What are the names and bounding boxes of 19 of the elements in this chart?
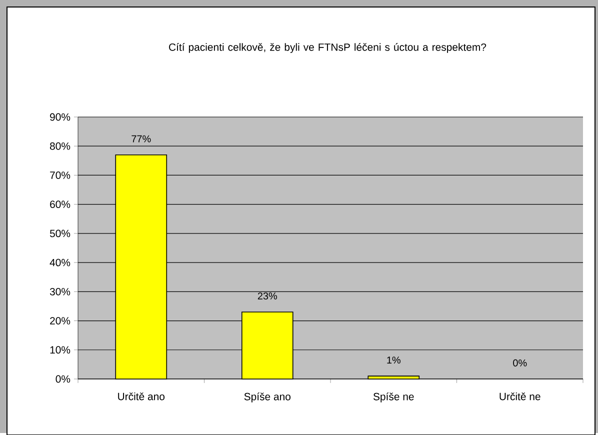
y-tick-label: 60% bbox=[50, 200, 70, 208]
data-label: 77% bbox=[132, 135, 151, 142]
data-label: 0% bbox=[513, 359, 527, 366]
y-tick-label: 50% bbox=[50, 230, 70, 237]
y-tick-label: 10% bbox=[50, 346, 70, 354]
x-tick-label: Spíše ano bbox=[244, 392, 290, 402]
y-tick-label: 80% bbox=[50, 142, 70, 150]
y-tick-label: 70% bbox=[50, 171, 70, 179]
x-tick-label: Určitě ne bbox=[500, 392, 540, 400]
y-tick-label: 20% bbox=[50, 316, 70, 324]
data-label: 1% bbox=[387, 356, 400, 364]
y-tick-label: 0% bbox=[56, 375, 70, 382]
y-tick-label: 40% bbox=[50, 258, 70, 266]
y-tick-label: 90% bbox=[50, 113, 70, 120]
data-label: 23% bbox=[258, 292, 278, 300]
x-tick-label: Spíše ne bbox=[373, 392, 414, 402]
chart-title: Cítí pacienti celkově, že byli ve FTNsP léčeni s úctou a respektem? bbox=[169, 42, 486, 53]
y-tick-label: 30% bbox=[50, 288, 70, 296]
x-tick-label: Určitě ano bbox=[118, 392, 165, 400]
